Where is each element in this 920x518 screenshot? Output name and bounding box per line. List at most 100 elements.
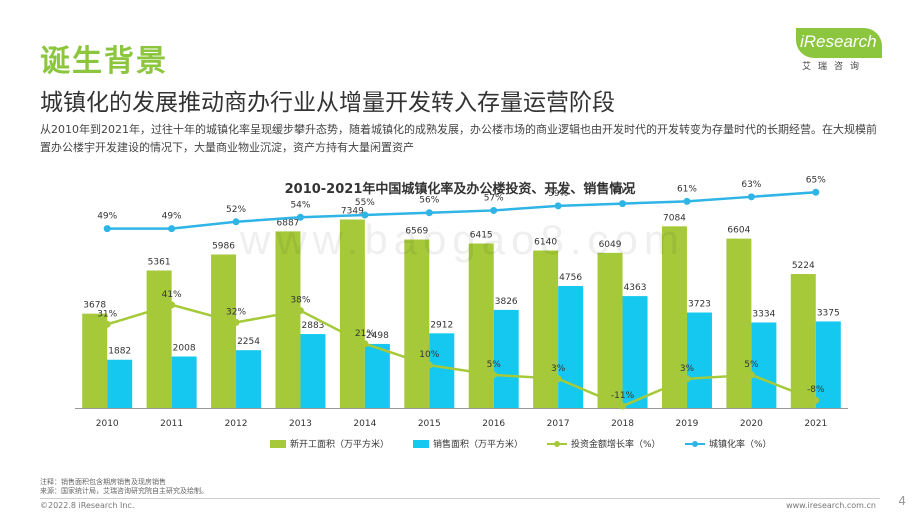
footer-divider (40, 498, 880, 499)
growth-rate-label: 3% (551, 364, 566, 374)
bar-sales (300, 334, 326, 408)
urbanization-rate-label: 60% (613, 187, 633, 197)
bar-sales (493, 309, 519, 408)
bar-label-new-construction: 6140 (534, 238, 557, 248)
growth-rate-point (619, 402, 627, 410)
urbanization-rate-point (619, 200, 627, 208)
x-tick-label: 2020 (740, 419, 763, 429)
urbanization-rate-label: 55% (355, 198, 375, 208)
urbanization-rate-point (232, 218, 240, 226)
footnotes: 注释：销售面积包含期房销售及现房销售 来源：国家统计局，艾瑞咨询研究院自主研究及… (40, 478, 208, 496)
growth-rate-label: 31% (97, 309, 117, 319)
x-tick-label: 2017 (547, 419, 570, 429)
bar-sales (236, 350, 262, 408)
growth-rate-point (168, 301, 176, 309)
x-tick-label: 2016 (482, 419, 505, 429)
chart-title: 2010-2021年中国城镇化率及办公楼投资、开发、销售情况 (284, 182, 636, 197)
growth-rate-label: 38% (290, 296, 310, 306)
bar-label-sales: 3375 (817, 308, 840, 318)
bar-new-construction (339, 219, 365, 408)
growth-rate-label: 3% (680, 364, 695, 374)
legend-swatch-marker (692, 441, 698, 447)
bar-label-sales: 4756 (559, 273, 582, 283)
bar-label-sales: 2254 (237, 337, 260, 347)
logo-badge (796, 28, 882, 58)
growth-rate-point (361, 340, 369, 348)
bar-sales (686, 312, 712, 408)
x-tick-label: 2015 (418, 419, 441, 429)
growth-rate-line (106, 303, 817, 408)
bar-new-construction (661, 226, 687, 408)
bar-sales (622, 296, 648, 408)
urbanization-rate-label: 61% (677, 184, 697, 194)
bar-label-new-construction: 6604 (727, 226, 750, 236)
x-tick-label: 2013 (289, 419, 312, 429)
bar-sales (171, 356, 197, 408)
growth-rate-label: -8% (807, 385, 825, 395)
urbanization-rate-label: 57% (484, 193, 504, 203)
urbanization-rate-label: 49% (162, 212, 182, 222)
bar-label-new-construction: 6415 (470, 230, 493, 240)
bar-sales (558, 286, 584, 408)
bar-label-sales: 2008 (173, 344, 196, 354)
x-tick-label: 2018 (611, 419, 634, 429)
iresearch-logo: iResearch 艾瑞咨询 (796, 28, 882, 72)
urbanization-rate-point (425, 209, 433, 217)
bar-new-construction (597, 252, 623, 408)
bar-label-new-construction: 3678 (83, 301, 106, 311)
growth-rate-label: 5% (487, 360, 502, 370)
bar-label-sales: 1882 (108, 347, 131, 357)
urbanization-rate-label: 54% (290, 200, 310, 210)
urbanization-rate-point (747, 193, 755, 201)
growth-rate-label: 41% (162, 290, 182, 300)
urbanization-rate-point (296, 213, 304, 221)
bar-label-new-construction: 5224 (792, 261, 815, 271)
bar-label-sales: 2498 (366, 331, 389, 341)
growth-rate-point (296, 307, 304, 315)
growth-rate-point (103, 320, 111, 328)
legend-label: 投资金额增长率（%） (571, 438, 661, 450)
urbanization-rate-point (168, 225, 176, 233)
legend-swatch (413, 440, 429, 448)
urbanization-rate-label: 59% (548, 189, 568, 199)
bar-new-construction (533, 250, 559, 408)
combo-chart: 3678 1882 2010 5361 2008 2011 5986 2254 2012 6887… (75, 175, 848, 450)
growth-rate-point (425, 361, 433, 369)
legend-swatch-marker (554, 441, 560, 447)
page-subtitle: 城镇化的发展推动商办行业从增量开发转入存量运营阶段 (40, 90, 615, 116)
urbanization-rate-point (683, 197, 691, 205)
bar-sales (815, 321, 841, 408)
bar-new-construction (468, 243, 494, 408)
bar-label-sales: 2912 (430, 320, 453, 330)
bar-new-construction (726, 238, 752, 408)
x-tick-label: 2021 (804, 419, 827, 429)
urbanization-rate-label: 52% (226, 205, 246, 215)
logo-text: iResearch (800, 32, 877, 51)
x-tick-label: 2010 (96, 419, 119, 429)
page-title: 诞生背景 (40, 44, 168, 79)
bar-label-sales: 3334 (752, 309, 775, 319)
urbanization-rate-point (103, 225, 111, 233)
legend-label: 城镇化率（%） (709, 438, 772, 450)
legend-label: 新开工面积（万平方米） (290, 438, 389, 450)
bar-new-construction (275, 231, 301, 408)
bar-new-construction (211, 254, 237, 408)
bar-new-construction (404, 239, 430, 408)
bar-label-new-construction: 6049 (599, 240, 622, 250)
x-tick-label: 2011 (160, 419, 183, 429)
bar-sales (364, 343, 390, 408)
bar-label-new-construction: 5361 (148, 258, 171, 268)
bar-new-construction (82, 313, 108, 408)
footnote-note: 注释：销售面积包含期房销售及现房销售 (40, 478, 166, 486)
website-link[interactable]: www.iresearch.com.cn (786, 501, 876, 510)
bar-new-construction (790, 274, 816, 408)
urbanization-rate-point (490, 206, 498, 214)
x-tick-label: 2014 (353, 419, 376, 429)
growth-rate-point (232, 318, 240, 326)
x-tick-label: 2019 (676, 419, 699, 429)
growth-rate-point (683, 375, 691, 383)
bar-sales (751, 322, 777, 408)
growth-rate-point (490, 371, 498, 379)
copyright: ©2022.8 iResearch Inc. (40, 501, 135, 510)
legend-label: 销售面积（万平方米） (433, 438, 523, 450)
